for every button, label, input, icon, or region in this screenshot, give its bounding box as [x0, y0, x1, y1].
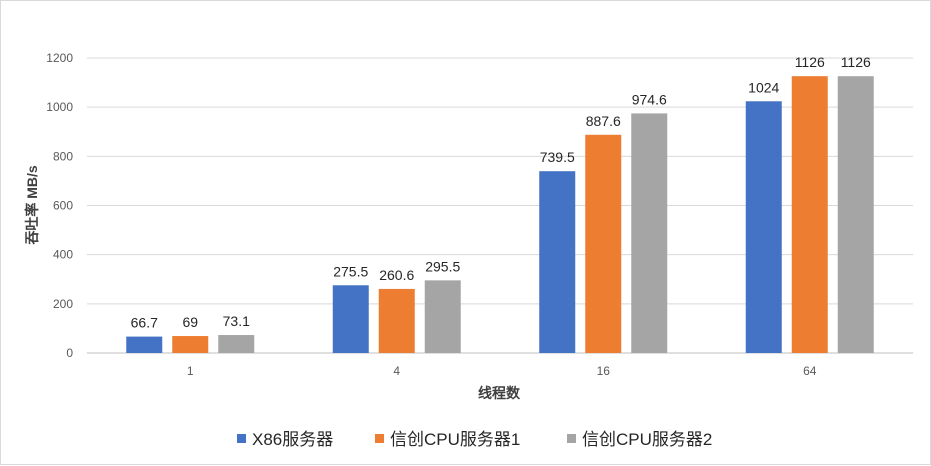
legend: X86服务器 信创CPU服务器1 信创CPU服务器2	[237, 430, 712, 449]
bar	[218, 335, 255, 353]
data-label: 73.1	[223, 313, 250, 329]
bar	[332, 285, 369, 353]
bar	[378, 288, 415, 353]
bar	[791, 76, 828, 354]
y-tick-label: 400	[53, 248, 73, 262]
data-label: 66.7	[131, 315, 158, 331]
data-label: 739.5	[540, 149, 575, 165]
data-labels: 66.7 69 73.1 275.5 260.6 295.5 739.5 887.6 974.6…	[131, 54, 871, 330]
legend-swatch	[375, 434, 384, 443]
data-label: 887.6	[586, 113, 621, 129]
bar	[172, 336, 209, 353]
y-axis-title: 吞吐率 MB/s	[24, 165, 40, 245]
y-tick-label: 800	[53, 149, 73, 163]
legend-swatch	[567, 434, 576, 443]
y-tick-label: 600	[53, 199, 73, 213]
y-tick-label: 0	[66, 346, 73, 360]
legend-label: 信创CPU服务器1	[390, 430, 520, 449]
bar	[585, 134, 622, 353]
legend-swatch	[237, 434, 246, 443]
data-label: 260.6	[379, 267, 414, 283]
data-label: 69	[182, 314, 198, 330]
gridlines	[87, 57, 913, 354]
legend-label: X86服务器	[252, 430, 333, 449]
data-label: 1024	[748, 79, 779, 95]
bar	[745, 101, 782, 354]
y-axis-ticks: 0 200 400 600 800 1000 1200	[46, 51, 73, 360]
x-axis-ticks: 1 4 16 64	[187, 364, 817, 378]
data-label: 295.5	[425, 258, 460, 274]
y-tick-label: 1200	[46, 51, 73, 65]
bar	[837, 76, 874, 354]
x-tick-label: 64	[803, 364, 817, 378]
bars	[126, 76, 874, 354]
bar	[424, 280, 461, 353]
x-tick-label: 1	[187, 364, 194, 378]
y-tick-label: 200	[53, 297, 73, 311]
data-label: 1126	[841, 54, 871, 70]
bar	[539, 171, 576, 353]
x-tick-label: 16	[597, 364, 611, 378]
y-tick-label: 1000	[46, 100, 73, 114]
x-tick-label: 4	[393, 364, 400, 378]
bar	[631, 113, 668, 354]
bar	[126, 336, 163, 353]
legend-label: 信创CPU服务器2	[582, 430, 712, 449]
x-axis-title: 线程数	[478, 385, 521, 401]
data-label: 1126	[795, 54, 825, 70]
data-label: 275.5	[333, 263, 368, 279]
data-label: 974.6	[632, 91, 667, 107]
